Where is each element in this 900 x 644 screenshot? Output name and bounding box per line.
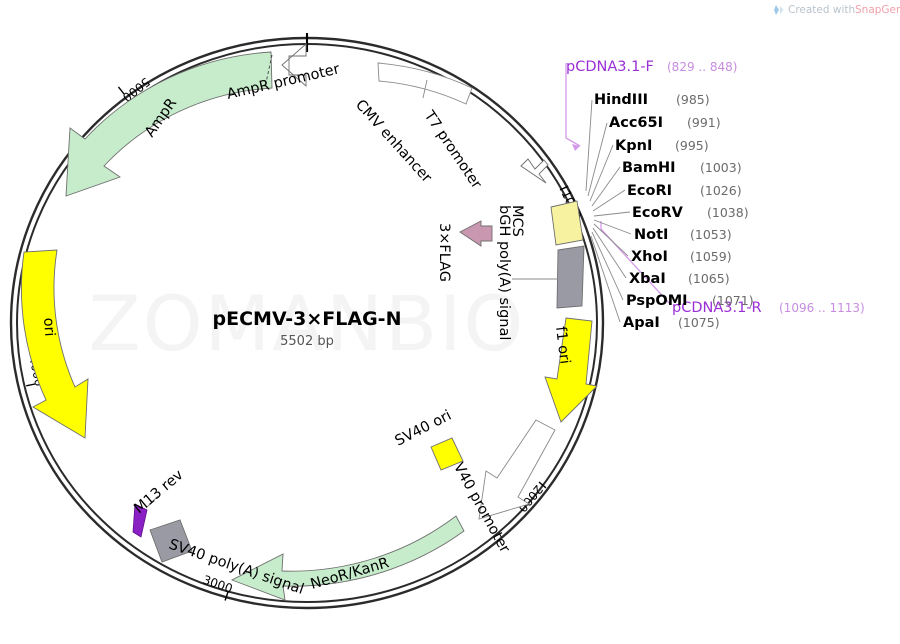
feature-ampr-promoter[interactable] — [265, 43, 307, 87]
feature-t7-promoter[interactable] — [520, 158, 549, 184]
primer-bracket-forward — [565, 63, 581, 151]
enzyme-name[interactable]: BamHI — [622, 160, 675, 176]
enzyme-row: EcoRI (1026) — [627, 183, 742, 199]
feature-label-cmv-enhancer: CMV enhancer — [352, 97, 434, 186]
enzyme-position: (1026) — [700, 183, 742, 198]
enzyme-name[interactable]: PspOMI — [626, 293, 688, 309]
primer-bracket-reverse — [600, 221, 671, 305]
enzyme-list: HindIII (985) Acc65I (991) KpnI (995) BamHI… — [594, 92, 754, 331]
enzyme-name[interactable]: EcoRV — [632, 205, 684, 221]
enzyme-row: KpnI (995) — [615, 138, 709, 154]
feature-ori[interactable] — [20, 249, 89, 439]
enzyme-row: XbaI (1065) — [629, 271, 730, 287]
enzyme-name[interactable]: XhoI — [631, 249, 668, 265]
snapgene-brand: SnapGene® — [855, 4, 900, 16]
enzyme-name[interactable]: Acc65I — [609, 115, 663, 131]
enzyme-name[interactable]: KpnI — [615, 138, 652, 154]
enzyme-position: (995) — [675, 138, 709, 153]
primer-position-forward: (829 .. 848) — [667, 60, 737, 74]
enzyme-row: NotI (1053) — [634, 227, 732, 243]
enzyme-row: EcoRV (1038) — [632, 205, 749, 221]
feature-label-f1-ori: f1 ori — [552, 326, 572, 365]
primer-position-reverse: (1096 .. 1113) — [779, 301, 865, 315]
enzyme-name[interactable]: ApaI — [623, 315, 660, 331]
tick-label-3000: 3000 — [201, 573, 234, 596]
enzyme-name[interactable]: HindIII — [594, 92, 648, 108]
feature-ampr[interactable] — [65, 51, 273, 197]
enzyme-row: XhoI (1059) — [631, 249, 732, 265]
enzyme-row: PspOMI (1071) — [626, 293, 754, 309]
enzyme-position: (1038) — [707, 205, 749, 220]
feature-3xflag[interactable] — [459, 220, 493, 247]
feature-neor-kanr[interactable] — [230, 515, 465, 601]
enzyme-name[interactable]: NotI — [634, 227, 668, 243]
feature-label-bgh-polya: bGH poly(A) signal — [496, 205, 512, 340]
feature-label-m13-rev: M13 rev — [131, 467, 187, 517]
primer-label-reverse[interactable]: pCDNA3.1-R — [672, 300, 762, 316]
feature-label-sv40-polya: SV40 poly(A) signal — [167, 537, 306, 598]
feature-bgh-polya[interactable] — [512, 245, 585, 309]
feature-f1-ori[interactable] — [544, 317, 598, 423]
enzyme-position: (1065) — [688, 271, 730, 286]
page-title: pECMV-3×FLAG-N — [213, 308, 402, 330]
feature-sv40-promoter[interactable] — [478, 419, 556, 520]
enzyme-position: (985) — [676, 92, 710, 107]
enzyme-position: (1003) — [700, 160, 742, 175]
enzyme-position: (1075) — [678, 315, 720, 330]
enzyme-leader-lines — [585, 99, 632, 323]
enzyme-position: (1053) — [690, 227, 732, 242]
enzyme-row: HindIII (985) — [594, 92, 710, 108]
enzyme-position: (1071) — [712, 293, 754, 308]
enzyme-position: (991) — [687, 115, 721, 130]
feature-m13-rev[interactable] — [132, 495, 159, 538]
snapgene-prefix: Created with — [788, 4, 855, 16]
primer-label-forward[interactable]: pCDNA3.1-F — [566, 59, 654, 75]
feature-label-neor-kanr: NeoR/KanR — [309, 555, 391, 593]
feature-cmv-enhancer[interactable] — [377, 62, 473, 105]
feature-label-ori: ori — [40, 317, 57, 337]
enzyme-name[interactable]: EcoRI — [627, 183, 672, 199]
enzyme-row: ApaI (1075) — [623, 315, 720, 331]
enzyme-row: Acc65I (991) — [609, 115, 721, 131]
feature-sv40-polya[interactable] — [149, 519, 193, 563]
watermark-text: ZOMANBIO — [89, 279, 526, 368]
enzyme-name[interactable]: XbaI — [629, 271, 666, 287]
feature-label-3xflag: 3×FLAG — [436, 223, 452, 282]
enzyme-row: BamHI (1003) — [622, 160, 742, 176]
snapgene-attribution: Created with SnapGene® — [774, 4, 900, 16]
feature-label-mcs: MCS — [509, 205, 525, 237]
enzyme-position: (1059) — [690, 249, 732, 264]
plasmid-size: 5502 bp — [280, 334, 334, 349]
feature-mcs[interactable] — [550, 200, 584, 246]
feature-sv40-ori[interactable] — [430, 437, 464, 471]
